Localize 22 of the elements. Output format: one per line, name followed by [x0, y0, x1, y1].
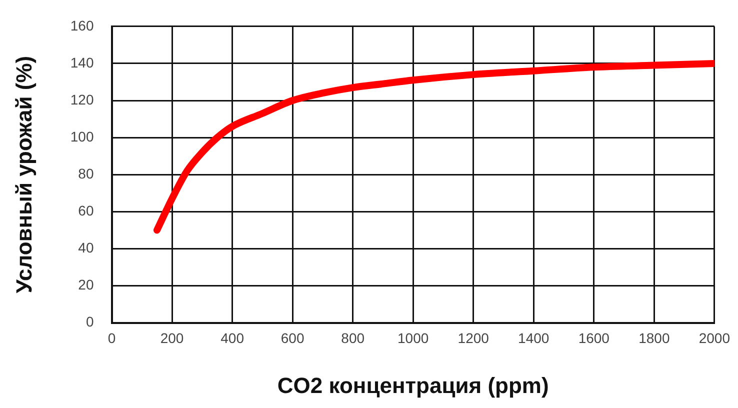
y-tick-label: 40	[78, 240, 94, 256]
x-tick-label: 400	[220, 330, 244, 346]
x-tick-label: 1600	[578, 330, 610, 346]
y-tick-label: 120	[70, 91, 94, 108]
x-tick-label: 600	[280, 330, 304, 346]
x-tick-label: 200	[160, 330, 184, 346]
x-tick-label: 800	[341, 330, 365, 346]
y-tick-label: 140	[70, 54, 94, 70]
x-axis-title: CO2 концентрация (ppm)	[277, 372, 549, 398]
y-axis-title: Условный урожай (%)	[11, 56, 36, 294]
x-tick-label: 0	[108, 330, 116, 346]
x-tick-label: 2000	[698, 330, 730, 346]
x-tick-label: 1400	[518, 330, 550, 346]
x-tick-label: 1800	[638, 330, 670, 346]
y-tick-label: 0	[86, 314, 94, 330]
y-tick-label: 60	[78, 202, 94, 219]
x-tick-label: 1200	[458, 330, 490, 346]
y-tick-label: 20	[78, 276, 94, 293]
x-tick-label: 1000	[398, 330, 429, 346]
y-tick-label: 100	[70, 128, 94, 144]
y-tick-label: 160	[70, 17, 94, 34]
y-tick-label: 80	[78, 165, 94, 182]
